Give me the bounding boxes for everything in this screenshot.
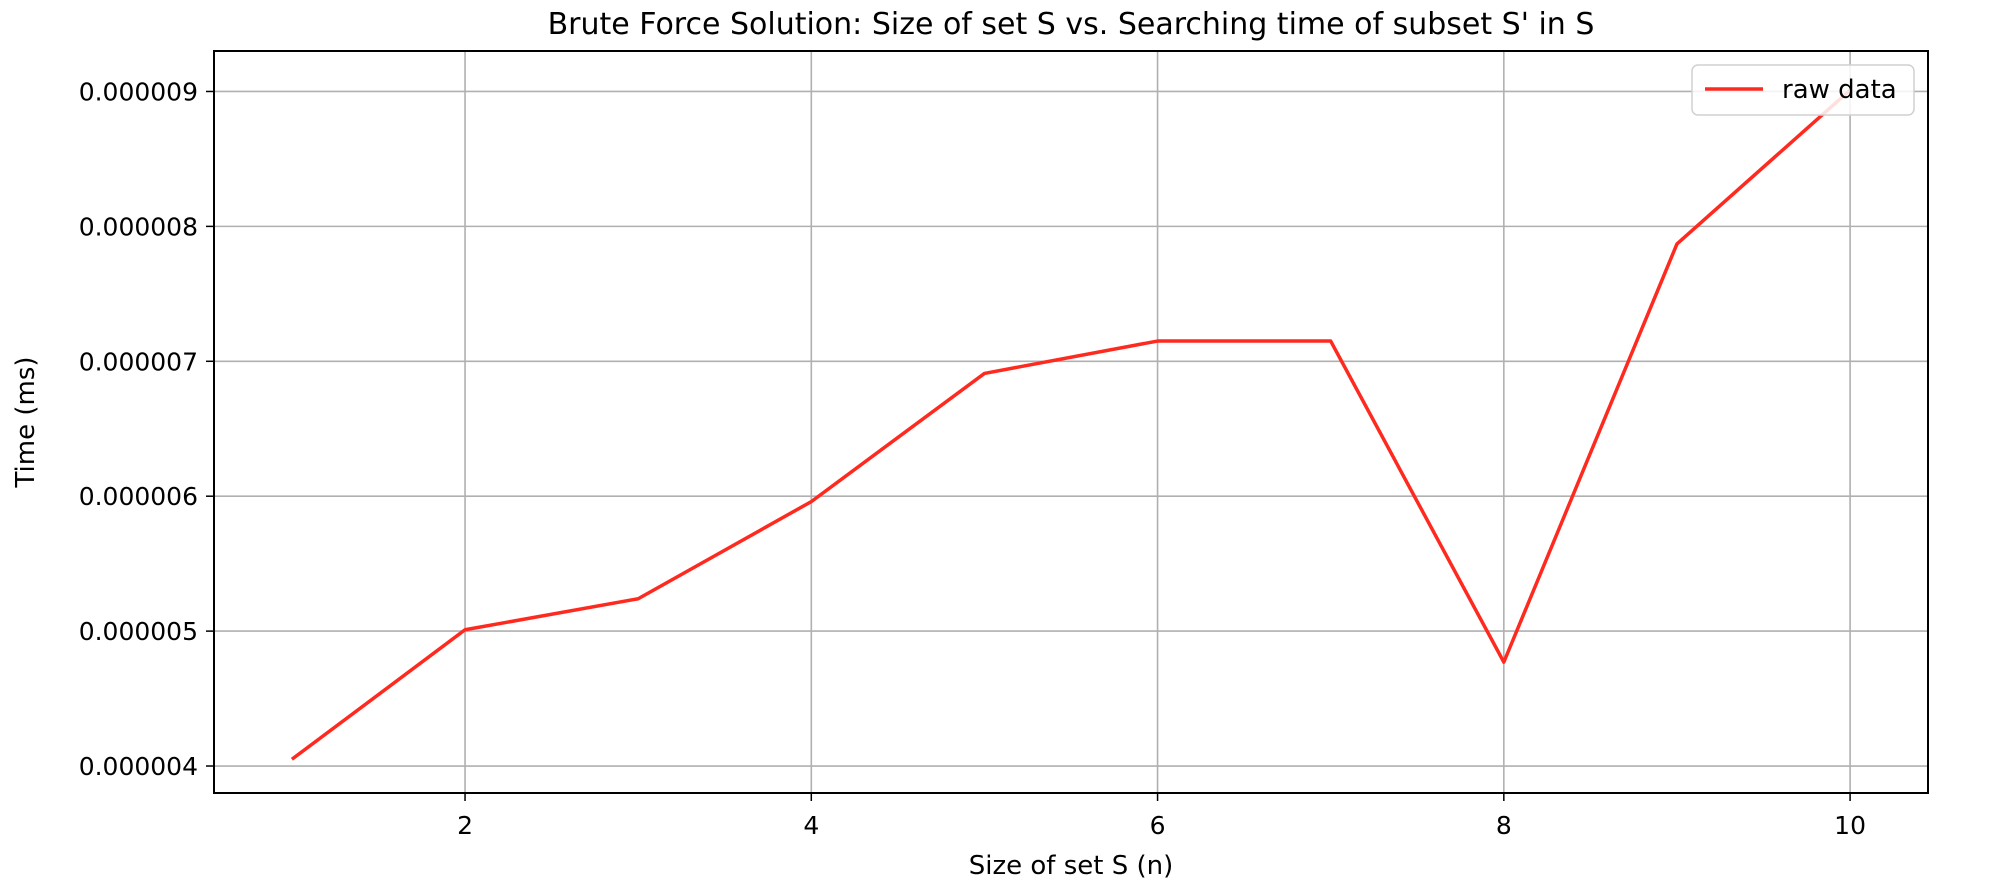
x-tick-label: 10 xyxy=(1834,811,1866,840)
x-tick-label: 2 xyxy=(457,811,473,840)
x-tick-label: 4 xyxy=(803,811,819,840)
x-axis-label: Size of set S (n) xyxy=(969,851,1174,881)
y-axis-label: Time (ms) xyxy=(11,356,41,488)
series-layer xyxy=(290,88,1852,761)
y-tick-label: 0.000006 xyxy=(79,482,198,511)
plot-frame xyxy=(213,50,1929,794)
grid-lines xyxy=(214,51,1928,793)
legend-box xyxy=(1691,64,1915,116)
chart-title: Brute Force Solution: Size of set S vs. … xyxy=(548,7,1595,42)
axis-ticks: 2 4 6 8 10 0.000004 0.000005 0.000006 0.000007 0.… xyxy=(79,77,1866,840)
y-tick-label: 0.000004 xyxy=(79,752,198,781)
legend-label: raw data xyxy=(1782,75,1897,105)
series-line-raw-data xyxy=(290,88,1852,761)
x-tick-label: 6 xyxy=(1150,811,1166,840)
x-tick-label: 8 xyxy=(1496,811,1512,840)
legend: raw data xyxy=(1691,64,1915,116)
y-tick-label: 0.000005 xyxy=(79,617,198,646)
y-tick-label: 0.000009 xyxy=(79,77,198,106)
y-tick-label: 0.000007 xyxy=(79,347,198,376)
y-tick-label: 0.000008 xyxy=(79,212,198,241)
